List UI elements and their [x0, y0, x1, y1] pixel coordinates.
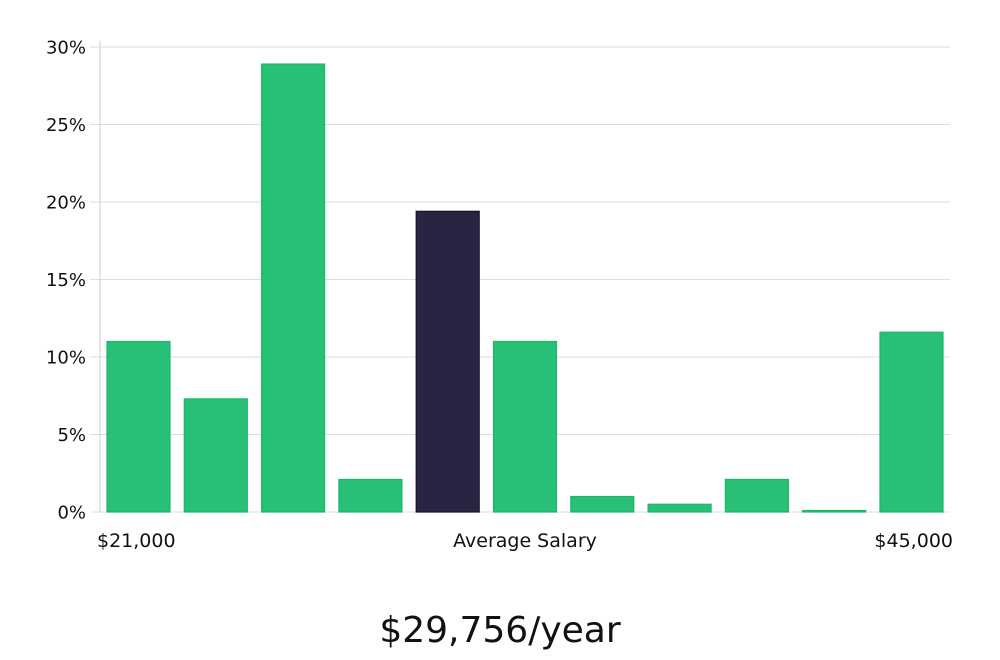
bar [570, 495, 635, 513]
y-tick-label: 15% [46, 270, 86, 291]
bar [261, 63, 326, 513]
y-tick-label: 20% [46, 193, 86, 214]
bar [492, 340, 558, 513]
y-tick-label: 10% [46, 348, 86, 369]
y-tick-label: 25% [46, 115, 86, 136]
bar [647, 503, 712, 513]
x-label-max: $45,000 [874, 530, 953, 552]
bars [106, 63, 944, 513]
bar [724, 478, 790, 513]
bar [338, 478, 403, 513]
bar [879, 331, 944, 513]
bar [106, 340, 171, 513]
average-salary-value: $29,756/year [379, 610, 621, 651]
bar-average-salary [415, 210, 480, 513]
y-tick-label: 30% [46, 38, 86, 59]
x-label-min: $21,000 [97, 530, 176, 552]
y-tick-label: 5% [57, 425, 86, 446]
y-axis-tick-labels: 0% 5% 10% 15% 20% 25% 30% [46, 38, 86, 524]
y-tick-label: 0% [57, 503, 86, 524]
x-label-average: Average Salary [453, 530, 597, 552]
bar [802, 509, 867, 513]
bar [183, 398, 248, 513]
